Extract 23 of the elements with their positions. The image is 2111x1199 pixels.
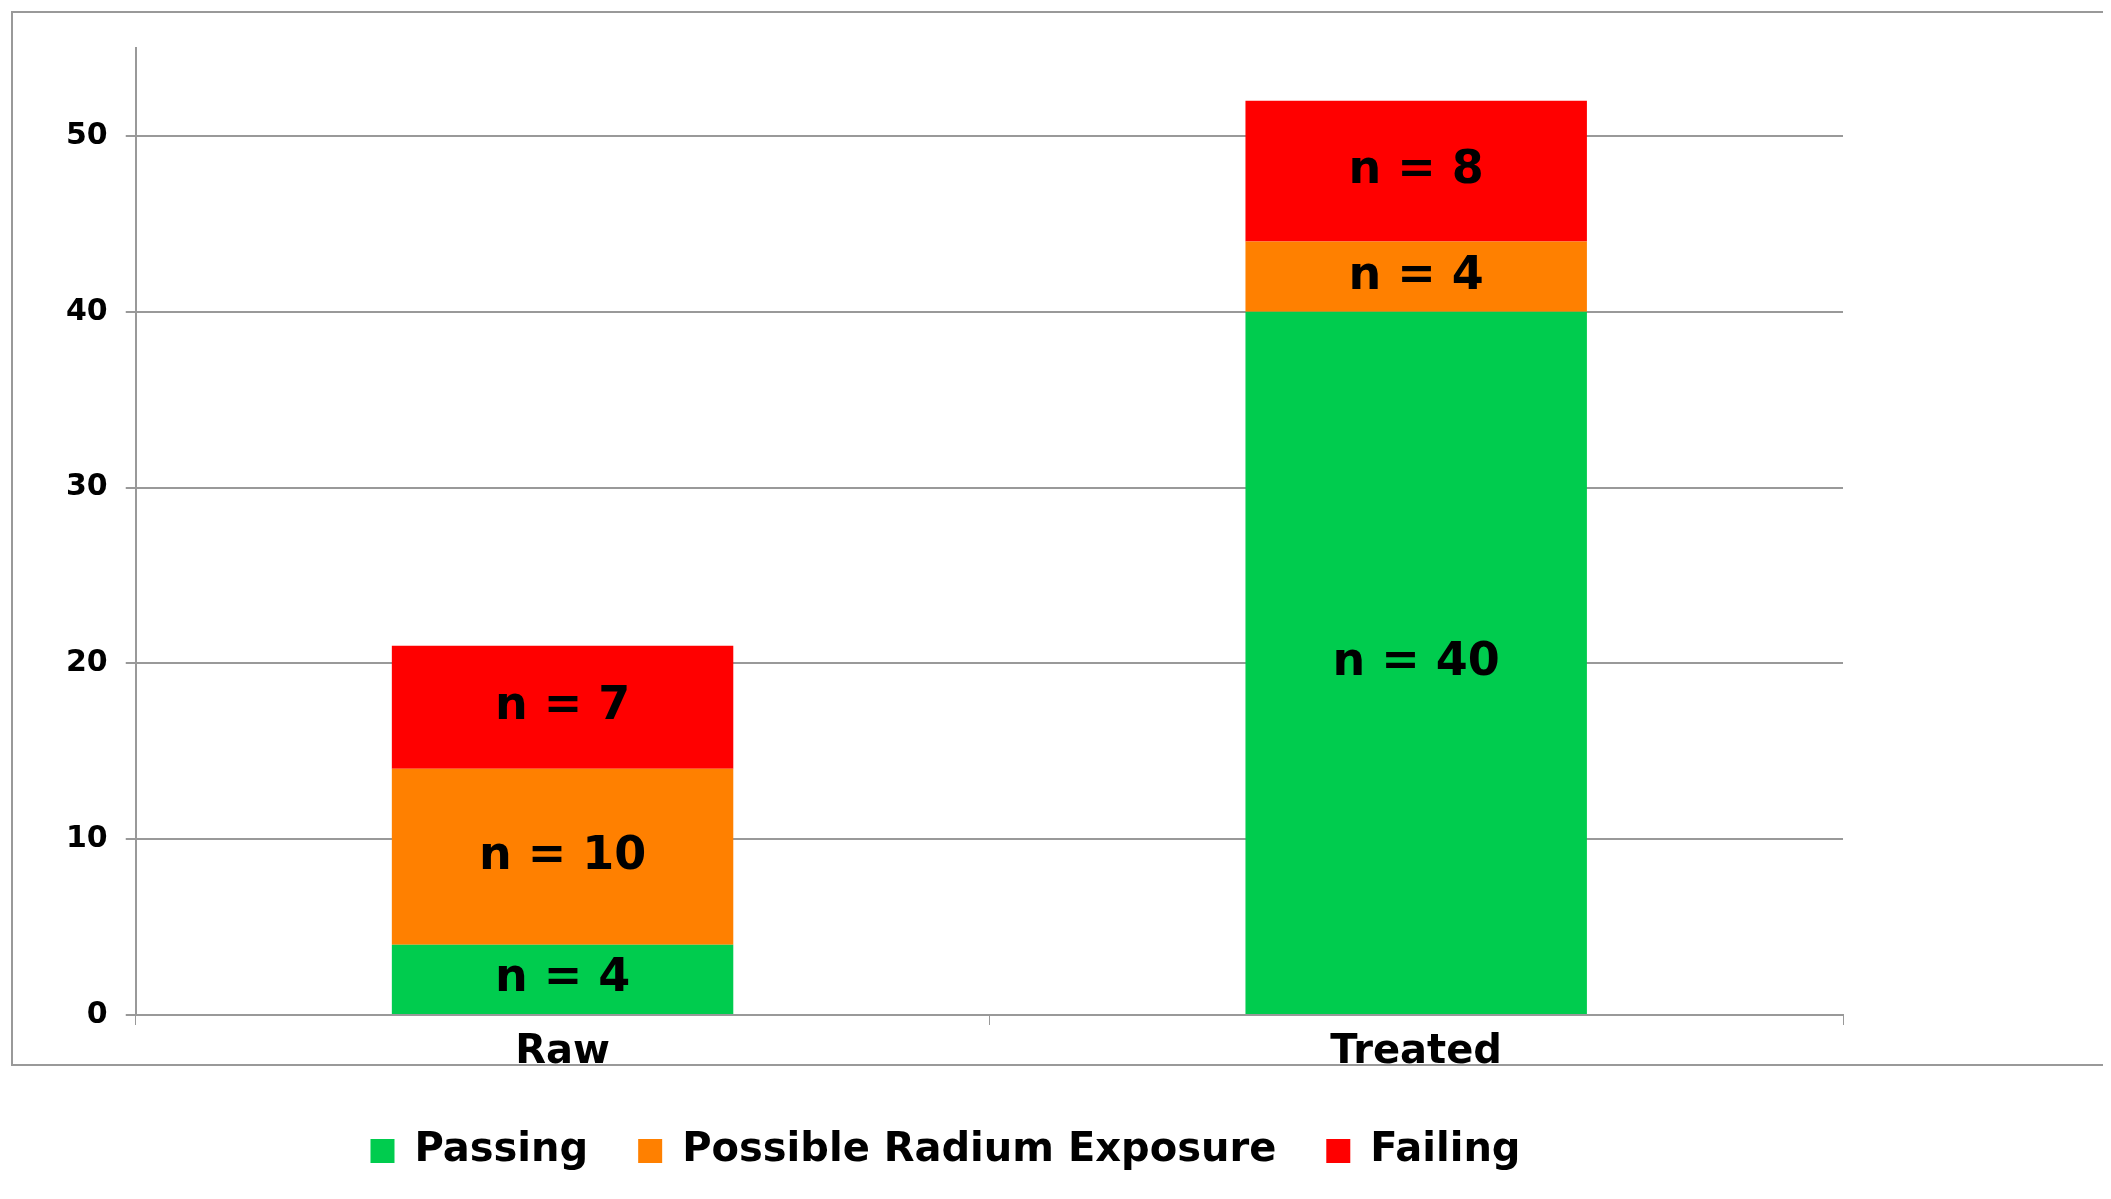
data-label: n = 4 <box>494 948 631 1003</box>
data-label: n = 10 <box>478 825 647 880</box>
legend-label: Possible Radium Exposure <box>682 1124 1277 1171</box>
data-label: n = 8 <box>1348 140 1484 195</box>
x-tick-label: Raw <box>515 1026 610 1073</box>
y-tick-label: 20 <box>66 643 108 679</box>
y-tick-label: 10 <box>66 818 108 854</box>
bar <box>1245 311 1587 1014</box>
bar <box>391 645 734 769</box>
y-tick-label: 30 <box>66 467 108 503</box>
legend-label: Failing <box>1370 1124 1521 1171</box>
bar <box>391 944 734 1014</box>
x-tick-label: Treated <box>1330 1026 1502 1073</box>
y-tick-label: 50 <box>66 115 108 151</box>
bar <box>1245 241 1587 312</box>
data-label: n = 7 <box>494 676 631 731</box>
y-tick-label: 40 <box>66 291 108 327</box>
legend-label: Passing <box>414 1124 589 1171</box>
bar <box>391 768 734 945</box>
data-label: n = 40 <box>1332 631 1500 686</box>
bar <box>1245 100 1587 242</box>
y-tick-label: 0 <box>86 994 108 1030</box>
data-label: n = 4 <box>1348 245 1484 300</box>
